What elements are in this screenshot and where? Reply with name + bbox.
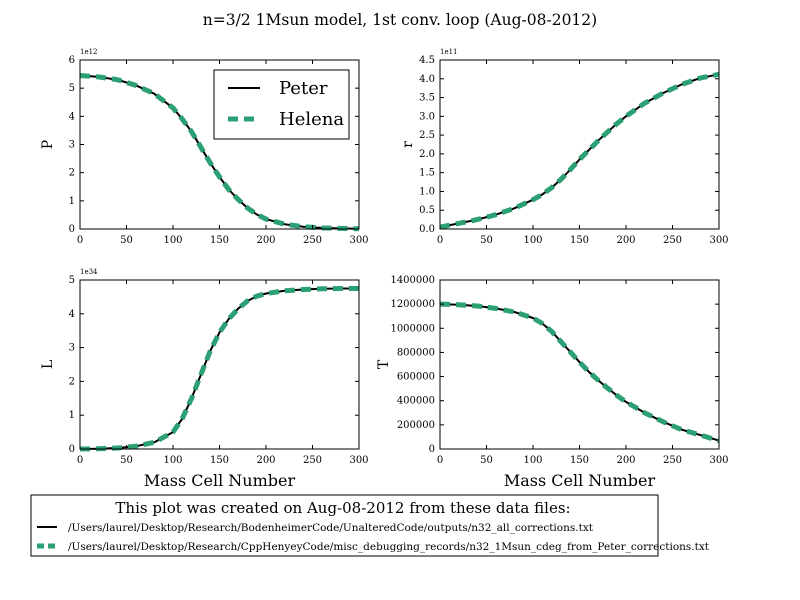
series-line-helena xyxy=(439,71,720,230)
x-tick-label: 0 xyxy=(77,455,83,466)
x-tick-label: 200 xyxy=(256,235,275,246)
y-tick-label: 4.0 xyxy=(419,74,435,85)
series-line-peter xyxy=(439,303,720,442)
footer-caption: This plot was created on Aug-08-2012 fro… xyxy=(115,499,570,517)
x-tick-label: 0 xyxy=(437,455,443,466)
series-line-peter xyxy=(79,287,359,450)
x-tick-label: 150 xyxy=(210,235,229,246)
y-tick-label: 3 xyxy=(69,140,75,151)
y-tick-label: 0 xyxy=(69,224,75,235)
legend-box xyxy=(213,69,350,140)
footer-file-helena: /Users/laurel/Desktop/Research/CppHenyey… xyxy=(68,541,710,553)
x-tick-label: 200 xyxy=(256,455,275,466)
x-tick-label: 200 xyxy=(616,235,635,246)
legend-label-helena: Helena xyxy=(279,109,344,130)
y-axis-label: r xyxy=(400,141,416,148)
x-tick-label: 100 xyxy=(523,235,542,246)
x-tick-label: 100 xyxy=(163,235,182,246)
y-tick-label: 0.5 xyxy=(419,205,435,216)
y-tick-label: 2.0 xyxy=(419,149,435,160)
series-line-peter xyxy=(439,73,720,229)
footer-file-peter: /Users/laurel/Desktop/Research/Bodenheim… xyxy=(68,522,594,534)
x-tick-label: 150 xyxy=(570,455,589,466)
axes-frame xyxy=(79,279,360,450)
panel-P: 0 50 100 150 200 250 300 0 1 2 3 4 5 6 1e12 P xyxy=(40,48,369,246)
footer: This plot was created on Aug-08-2012 fro… xyxy=(30,494,710,557)
y-tick-label: 2 xyxy=(69,376,75,387)
y-tick-label: 1200000 xyxy=(390,299,435,310)
x-tick-label: 300 xyxy=(349,455,368,466)
legend: Peter Helena xyxy=(213,69,350,140)
x-tick-label: 300 xyxy=(349,235,368,246)
y-multiplier: 1e11 xyxy=(440,48,458,56)
y-tick-label: 0 xyxy=(429,444,435,455)
y-tick-label: 1.0 xyxy=(419,186,435,197)
x-tick-label: 150 xyxy=(210,455,229,466)
series-line-helena xyxy=(79,286,359,452)
panel-r: 0 50 100 150 200 250 300 0.0 0.5 1.0 1.5 2.0 2.5 3.0 3… xyxy=(400,48,729,246)
axes-frame xyxy=(439,59,720,230)
y-axis-label: T xyxy=(376,359,392,369)
x-tick-label: 50 xyxy=(480,235,493,246)
y-tick-label: 1 xyxy=(69,410,75,421)
y-tick-label: 1.5 xyxy=(419,168,435,179)
y-tick-label: 3 xyxy=(69,343,75,354)
y-tick-label: 0 xyxy=(69,444,75,455)
panel-T: 0 50 100 150 200 250 300 0 200000 400000 600000 800… xyxy=(376,275,729,490)
x-tick-label: 300 xyxy=(709,235,728,246)
x-tick-label: 100 xyxy=(163,455,182,466)
y-tick-label: 600000 xyxy=(397,372,435,383)
y-tick-label: 1 xyxy=(69,196,75,207)
x-tick-label: 250 xyxy=(663,455,682,466)
x-tick-label: 250 xyxy=(663,235,682,246)
x-axis-label: Mass Cell Number xyxy=(504,471,656,490)
y-tick-label: 3.5 xyxy=(419,93,435,104)
y-multiplier: 1e12 xyxy=(80,48,98,56)
series-line-helena xyxy=(79,73,360,232)
series-line-helena xyxy=(439,301,720,443)
panel-L: 0 50 100 150 200 250 300 0 1 2 3 4 5 1e34 L Mass Cell N… xyxy=(40,268,369,490)
figure-title: n=3/2 1Msun model, 1st conv. loop (Aug-0… xyxy=(203,11,597,29)
y-tick-label: 3.0 xyxy=(419,111,435,122)
y-tick-label: 5 xyxy=(69,83,75,94)
y-tick-label: 2.5 xyxy=(419,130,435,141)
x-tick-label: 50 xyxy=(480,455,493,466)
x-tick-label: 0 xyxy=(437,235,443,246)
x-tick-label: 100 xyxy=(523,455,542,466)
y-tick-label: 4.5 xyxy=(419,55,435,66)
x-tick-label: 0 xyxy=(77,235,83,246)
x-tick-label: 50 xyxy=(120,235,133,246)
y-multiplier: 1e34 xyxy=(80,268,98,276)
y-tick-label: 5 xyxy=(69,275,75,286)
y-tick-label: 4 xyxy=(69,309,75,320)
footer-box xyxy=(30,494,659,557)
x-tick-label: 250 xyxy=(303,235,322,246)
x-tick-label: 300 xyxy=(709,455,728,466)
x-tick-label: 150 xyxy=(570,235,589,246)
x-tick-label: 50 xyxy=(120,455,133,466)
y-tick-label: 400000 xyxy=(397,396,435,407)
y-axis-label: P xyxy=(40,140,56,149)
y-axis-label: L xyxy=(40,360,56,369)
y-tick-label: 6 xyxy=(69,55,75,66)
y-tick-label: 2 xyxy=(69,168,75,179)
y-tick-label: 200000 xyxy=(397,420,435,431)
y-tick-label: 4 xyxy=(69,111,75,122)
x-tick-label: 250 xyxy=(303,455,322,466)
y-tick-label: 800000 xyxy=(397,347,435,358)
y-tick-label: 1000000 xyxy=(390,323,435,334)
legend-label-peter: Peter xyxy=(279,78,328,99)
y-tick-label: 1400000 xyxy=(390,275,435,286)
x-tick-label: 200 xyxy=(616,455,635,466)
x-axis-label: Mass Cell Number xyxy=(144,471,296,490)
y-tick-label: 0.0 xyxy=(419,224,435,235)
